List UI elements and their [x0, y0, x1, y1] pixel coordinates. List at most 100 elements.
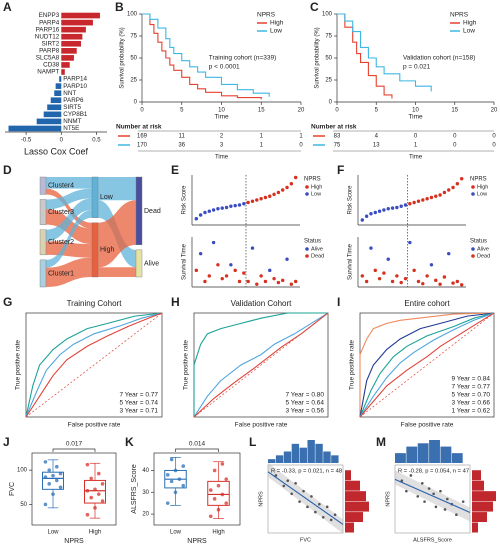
point	[203, 279, 207, 284]
histogram-bar	[275, 455, 284, 463]
risk-table-x-label: Time	[215, 155, 229, 161]
legend-swatch	[471, 192, 475, 196]
x-tick-label: Low	[170, 530, 182, 536]
histogram-bar	[345, 501, 369, 512]
box	[42, 471, 64, 490]
point	[416, 279, 421, 284]
point	[318, 502, 321, 506]
y-tick-label: 100	[127, 12, 138, 18]
roc-curve	[359, 312, 495, 418]
point	[93, 506, 97, 510]
bar-label: ENPP3	[39, 12, 60, 19]
x-tick-label: High	[89, 530, 101, 536]
x-axis-label: NPRS	[187, 538, 207, 545]
y-axis-label: True positive rate	[15, 340, 22, 390]
legend-label: 7 Year = 0.77	[452, 384, 491, 391]
point	[194, 217, 199, 221]
point	[400, 479, 404, 482]
point	[220, 462, 225, 466]
bar-label: NT5E	[63, 125, 79, 132]
point	[255, 282, 259, 286]
point	[290, 492, 293, 496]
legend-label: 3 Year = 0.66	[452, 400, 491, 407]
legend-label: 5 Year = 0.70	[452, 392, 491, 399]
point	[169, 479, 174, 484]
point	[390, 206, 395, 210]
flow	[98, 267, 136, 277]
histogram-bar	[472, 470, 481, 481]
histogram-bar	[451, 453, 463, 463]
point	[51, 492, 55, 496]
point	[259, 274, 263, 278]
x-tick-label: 15	[258, 108, 265, 114]
legend-label: 9 Year = 0.84	[452, 376, 491, 383]
legend-label: High	[463, 20, 477, 27]
survival-curve	[337, 13, 393, 99]
bar	[54, 90, 62, 96]
annotation: p = 0.021	[403, 64, 431, 71]
point	[96, 492, 101, 496]
point	[377, 276, 382, 281]
point	[289, 282, 294, 286]
point	[442, 190, 447, 195]
x-tick-label: -0.5	[21, 138, 32, 144]
point	[360, 274, 365, 278]
bar	[8, 125, 62, 132]
legend-title: Status	[304, 239, 321, 245]
point	[229, 204, 233, 208]
legend-label: Low	[270, 28, 282, 35]
node	[39, 176, 47, 195]
panel-letter: A	[3, 0, 12, 14]
point	[220, 206, 224, 210]
bar	[36, 118, 62, 125]
point	[216, 263, 220, 267]
histogram-bar	[323, 451, 331, 463]
y-axis-label: NPRS	[385, 491, 391, 507]
flow	[98, 200, 136, 268]
point	[242, 271, 246, 275]
point	[224, 205, 229, 210]
point	[420, 482, 424, 485]
bar	[61, 40, 81, 47]
point	[293, 175, 298, 180]
point	[93, 487, 97, 492]
risk-count: 36	[178, 143, 185, 149]
legend-title: NPRS	[257, 12, 276, 19]
p-value: 0.017	[66, 441, 83, 448]
point	[47, 468, 52, 472]
point	[289, 182, 294, 186]
point	[207, 209, 211, 213]
point	[43, 460, 48, 464]
significance-bracket	[175, 448, 219, 452]
point	[399, 204, 403, 208]
x-tick-label: 0	[60, 138, 64, 144]
roc-curve	[193, 312, 329, 418]
point	[208, 514, 213, 519]
bar	[61, 19, 93, 26]
node-label: Alive	[144, 260, 159, 267]
legend-label: 3 Year = 0.71	[120, 408, 159, 415]
risk-count: 0	[453, 134, 457, 140]
survival-curve	[337, 13, 432, 92]
point	[263, 279, 268, 284]
point	[461, 500, 465, 503]
bar	[61, 55, 74, 61]
bar-label: PARP4	[39, 19, 60, 26]
roc-curve	[359, 312, 495, 418]
x-tick-label: 15	[451, 108, 458, 114]
point	[386, 257, 390, 261]
plot-frame	[394, 464, 471, 534]
legend-swatch	[305, 185, 309, 189]
point	[443, 508, 447, 511]
legend-title: NPRS	[304, 177, 321, 183]
annotation: R = -0.33, p = 0.021, n = 48	[271, 469, 342, 475]
plot-frame	[153, 452, 241, 526]
point	[246, 279, 250, 284]
roc-curve	[25, 312, 163, 418]
point	[403, 276, 408, 281]
point	[100, 499, 105, 503]
bar-label: SIRT2	[42, 40, 60, 47]
point	[390, 279, 395, 284]
panel-letter: H	[171, 295, 180, 309]
point	[459, 177, 464, 181]
